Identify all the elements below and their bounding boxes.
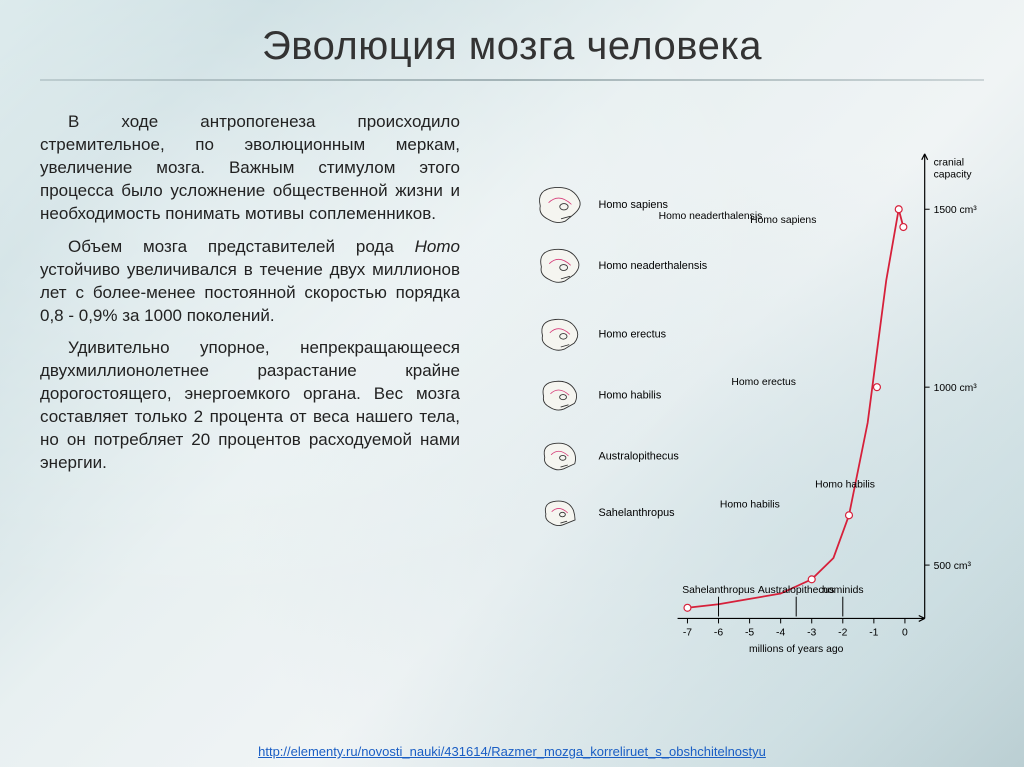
- svg-text:Homo habilis: Homo habilis: [720, 499, 780, 510]
- svg-text:1000 cm³: 1000 cm³: [934, 383, 978, 394]
- slide: Эволюция мозга человека В ходе антропоге…: [0, 0, 1024, 767]
- svg-text:Homo erectus: Homo erectus: [731, 377, 795, 388]
- svg-text:500 cm³: 500 cm³: [934, 561, 972, 572]
- svg-text:Homo neaderthalensis: Homo neaderthalensis: [659, 211, 763, 222]
- content-row: В ходе антропогенеза происходило стремит…: [40, 111, 984, 691]
- paragraph-3: Удивительно упорное, непрекращающееся дв…: [40, 337, 460, 475]
- svg-text:1500 cm³: 1500 cm³: [934, 205, 978, 216]
- svg-text:capacity: capacity: [934, 170, 973, 181]
- svg-text:-2: -2: [838, 627, 847, 638]
- svg-text:Homo sapiens: Homo sapiens: [599, 199, 669, 211]
- p2-a: Объем мозга представителей рода: [68, 237, 415, 256]
- svg-text:millions of years ago: millions of years ago: [749, 644, 844, 655]
- svg-text:Homo habilis: Homo habilis: [815, 480, 875, 491]
- svg-text:-7: -7: [683, 627, 692, 638]
- svg-text:0: 0: [902, 627, 908, 638]
- svg-text:hominids: hominids: [822, 585, 863, 596]
- svg-text:Australopithecus: Australopithecus: [599, 450, 680, 462]
- paragraph-2: Объем мозга представителей рода Homo уст…: [40, 236, 460, 328]
- svg-text:Sahelanthropus: Sahelanthropus: [599, 507, 676, 519]
- svg-text:-1: -1: [869, 627, 878, 638]
- page-title: Эволюция мозга человека: [40, 24, 984, 69]
- svg-text:Sahelanthropus: Sahelanthropus: [682, 585, 755, 596]
- svg-text:Homo habilis: Homo habilis: [599, 390, 662, 402]
- text-column: В ходе антропогенеза происходило стремит…: [40, 111, 460, 691]
- chart-column: -7 -6 -5 -4 -3 -2 -1 0 millions of years ago 500 …: [470, 111, 984, 691]
- svg-text:Homo erectus: Homo erectus: [599, 329, 667, 341]
- evolution-chart: -7 -6 -5 -4 -3 -2 -1 0 millions of years ago 500 …: [470, 111, 984, 691]
- svg-text:Homo sapiens: Homo sapiens: [750, 215, 816, 226]
- svg-text:-5: -5: [745, 627, 754, 638]
- svg-text:-4: -4: [776, 627, 785, 638]
- svg-text:Homo neaderthalensis: Homo neaderthalensis: [599, 260, 708, 272]
- svg-text:-3: -3: [807, 627, 816, 638]
- svg-text:-6: -6: [714, 627, 723, 638]
- paragraph-1: В ходе антропогенеза происходило стремит…: [40, 111, 460, 226]
- p2-b: устойчиво увеличивался в течение двух ми…: [40, 260, 460, 325]
- svg-text:cranial: cranial: [934, 158, 965, 169]
- source-link[interactable]: http://elementy.ru/novosti_nauki/431614/…: [0, 744, 1024, 759]
- p2-em: Homo: [415, 237, 460, 256]
- divider: [40, 79, 984, 81]
